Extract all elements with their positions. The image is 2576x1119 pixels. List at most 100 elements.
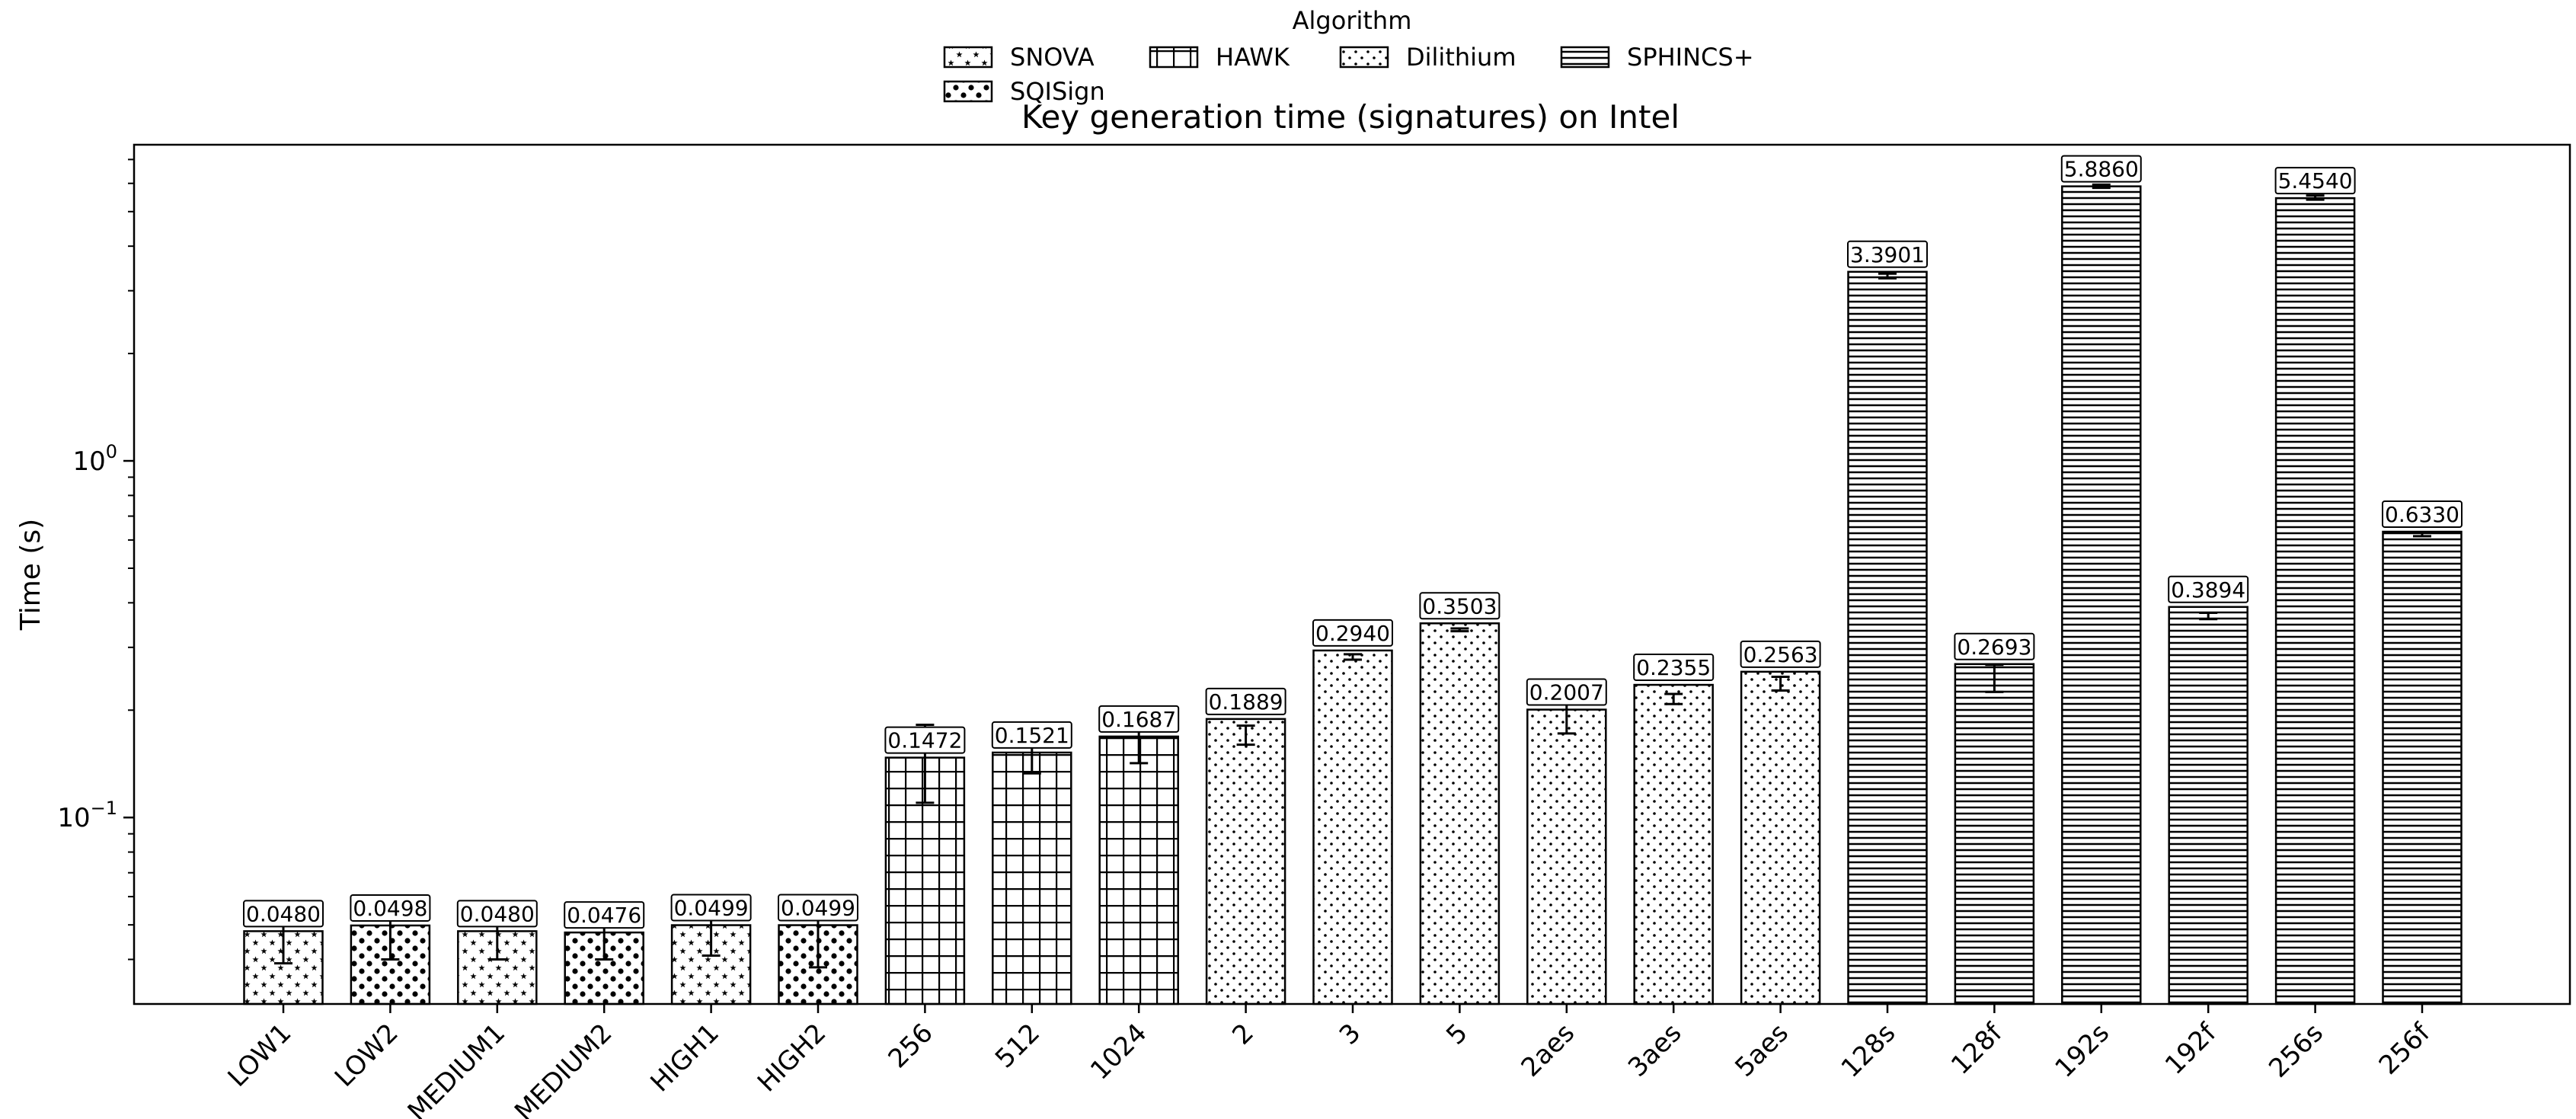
bar-256s <box>2274 197 2356 1006</box>
bar-3aes <box>1633 683 1714 1006</box>
y-tick-label: 10−1 <box>57 798 117 833</box>
data-label-MEDIUM2: 0.0476 <box>564 901 645 929</box>
error-bar-3aes <box>1664 692 1683 705</box>
error-bar-128f <box>1985 663 2004 693</box>
data-label-text: 0.1472 <box>887 728 962 753</box>
bar-256f <box>2382 530 2463 1006</box>
data-label-text: 0.2355 <box>1636 655 1711 680</box>
data-label-512: 0.1521 <box>991 721 1072 749</box>
x-tick-label: 256f <box>2373 1017 2437 1080</box>
legend-label: HAWK <box>1216 43 1290 72</box>
error-bar-256f <box>2413 531 2431 538</box>
data-label-HIGH2: 0.0499 <box>778 894 858 922</box>
legend-entry-HAWK: HAWK <box>1149 43 1290 72</box>
data-label-2aes: 0.2007 <box>1526 678 1607 706</box>
error-bar-128s <box>1878 272 1897 280</box>
data-label-text: 0.2563 <box>1743 642 1818 667</box>
x-tick-label: 3aes <box>1622 1018 1688 1083</box>
x-tick-label: 512 <box>989 1018 1046 1074</box>
y-tick-label: 100 <box>72 441 117 477</box>
legend-label: Dilithium <box>1406 43 1516 72</box>
error-bar-256s <box>2306 194 2325 201</box>
x-tick-label: MEDIUM2 <box>509 1018 618 1119</box>
data-label-LOW1: 0.0480 <box>243 900 324 928</box>
data-label-text: 0.1521 <box>995 723 1069 748</box>
bar-128f <box>1954 663 2035 1006</box>
data-label-128s: 3.3901 <box>1847 240 1928 268</box>
data-label-text: 0.2007 <box>1529 680 1604 705</box>
x-tick-label: 2aes <box>1516 1018 1581 1083</box>
data-label-LOW2: 0.0498 <box>350 894 431 922</box>
data-label-text: 0.6330 <box>2385 502 2459 527</box>
x-tick-label: 2 <box>1226 1018 1260 1051</box>
data-label-text: 0.0476 <box>567 903 641 928</box>
x-tick-label: 3 <box>1334 1018 1367 1051</box>
legend-label: SQISign <box>1010 77 1105 106</box>
bar-512 <box>992 751 1072 1006</box>
data-label-text: 0.2940 <box>1315 621 1390 646</box>
data-label-text: 0.0499 <box>781 896 855 921</box>
legend: SNOVA HAWK Dilithium SPHINCS+ SQISign <box>943 43 1754 106</box>
error-bar-3 <box>1344 653 1362 661</box>
legend-label: SNOVA <box>1010 43 1095 72</box>
data-label-256s: 5.4540 <box>2274 167 2356 195</box>
x-tick-label: 256s <box>2263 1018 2329 1084</box>
data-label-MEDIUM1: 0.0480 <box>456 900 538 928</box>
chart-title: Key generation time (signatures) on Inte… <box>1021 98 1680 136</box>
error-bar-192s <box>2092 183 2111 190</box>
data-label-256f: 0.6330 <box>2382 500 2463 529</box>
legend-swatch <box>1560 46 1610 69</box>
data-label-3aes: 0.2355 <box>1633 654 1715 682</box>
y-axis-ticks: 10−1 100 <box>57 158 134 961</box>
data-label-5aes: 0.2563 <box>1740 640 1821 668</box>
x-tick-label: 192s <box>2049 1018 2115 1084</box>
y-axis-label: Time (s) <box>15 519 46 631</box>
x-tick-label: HIGH1 <box>645 1018 725 1098</box>
legend-label: SPHINCS+ <box>1627 43 1754 72</box>
data-label-text: 0.1687 <box>1101 707 1176 732</box>
data-label-text: 0.3503 <box>1422 593 1497 619</box>
legend-swatch <box>1149 46 1199 69</box>
x-tick-label: 256 <box>883 1018 939 1074</box>
data-label-1024: 0.1687 <box>1098 705 1180 733</box>
legend-entry-SQISign: SQISign <box>943 77 1105 106</box>
x-tick-label: MEDIUM1 <box>402 1018 511 1119</box>
data-label-5: 0.3503 <box>1419 592 1501 620</box>
data-label-text: 5.4540 <box>2278 168 2353 193</box>
data-label-2: 0.1889 <box>1205 687 1286 715</box>
x-tick-label: 128s <box>1836 1018 1902 1084</box>
legend-swatch <box>943 80 993 103</box>
data-label-192f: 0.3894 <box>2168 575 2249 603</box>
bar-2 <box>1205 718 1286 1006</box>
x-tick-label: 5aes <box>1729 1018 1795 1083</box>
data-label-text: 0.1889 <box>1209 689 1283 715</box>
legend-swatch <box>943 46 993 69</box>
data-label-3: 0.2940 <box>1312 619 1393 647</box>
bar-5aes <box>1740 670 1821 1006</box>
x-tick-label: LOW2 <box>329 1018 404 1093</box>
bar-192f <box>2168 606 2248 1006</box>
data-label-text: 0.0480 <box>246 901 321 926</box>
x-tick-label: 192f <box>2159 1017 2223 1080</box>
bar-1024 <box>1098 735 1179 1006</box>
bar-192s <box>2061 185 2142 1006</box>
x-tick-label: 128f <box>1945 1017 2009 1080</box>
data-label-text: 5.8860 <box>2064 157 2139 182</box>
x-tick-label: 1024 <box>1085 1018 1152 1085</box>
bars <box>243 185 2463 1006</box>
data-label-128f: 0.2693 <box>1954 632 2035 660</box>
data-label-256: 0.1472 <box>884 726 966 754</box>
error-bar-5 <box>1450 627 1469 633</box>
bar-2aes <box>1526 708 1607 1006</box>
bar-5 <box>1419 622 1501 1006</box>
legend-entry-SPHINCS+: SPHINCS+ <box>1560 43 1754 72</box>
data-label-text: 0.3894 <box>2171 577 2245 603</box>
legend-entry-SNOVA: SNOVA <box>943 43 1095 72</box>
data-label-text: 0.2693 <box>1957 635 2031 660</box>
error-bar-192f <box>2199 611 2218 621</box>
x-tick-label: LOW1 <box>222 1018 298 1093</box>
legend-entry-Dilithium: Dilithium <box>1339 43 1516 72</box>
x-tick-label: 5 <box>1440 1018 1474 1051</box>
